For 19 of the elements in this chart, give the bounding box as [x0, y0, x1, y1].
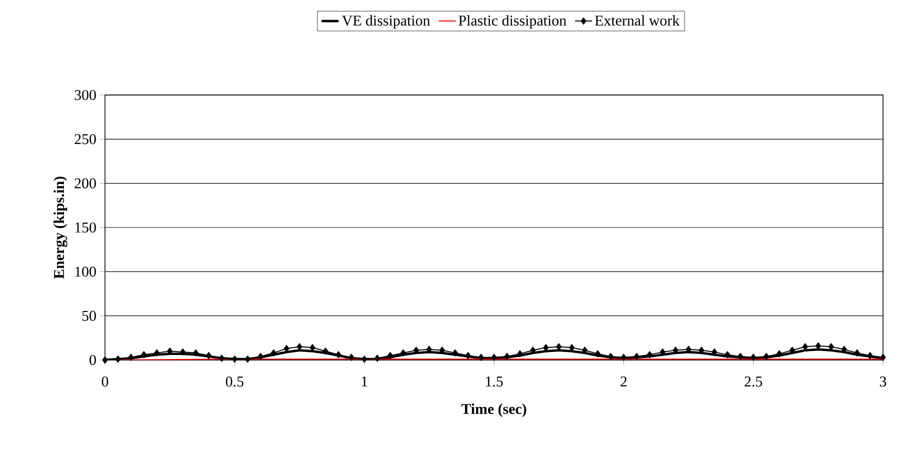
y-axis-title: Energy (kips.in) — [54, 176, 68, 279]
y-tick-label: 200 — [74, 178, 96, 188]
x-tick-label: 0.5 — [226, 376, 244, 387]
y-tick-label: 100 — [75, 266, 96, 277]
x-tick-label: 2.5 — [744, 376, 762, 387]
legend-label: VE dissipation — [342, 15, 430, 29]
x-tick-label: 3 — [880, 376, 886, 387]
y-tick-label: 50 — [82, 310, 96, 321]
y-tick-label: 0 — [90, 354, 96, 366]
legend-label: Plastic dissipation — [458, 15, 566, 29]
y-tick-label: 250 — [74, 134, 96, 144]
x-tick-label: 1.5 — [486, 376, 503, 387]
x-tick-label: 0 — [102, 376, 108, 387]
x-tick-label: 1 — [362, 376, 368, 386]
legend-label: External work — [594, 15, 680, 26]
y-tick-label: 300 — [74, 90, 96, 100]
x-axis-title: Time (sec) — [461, 404, 526, 418]
y-tick-label: 150 — [75, 222, 96, 233]
x-tick-label: 2 — [620, 376, 627, 386]
